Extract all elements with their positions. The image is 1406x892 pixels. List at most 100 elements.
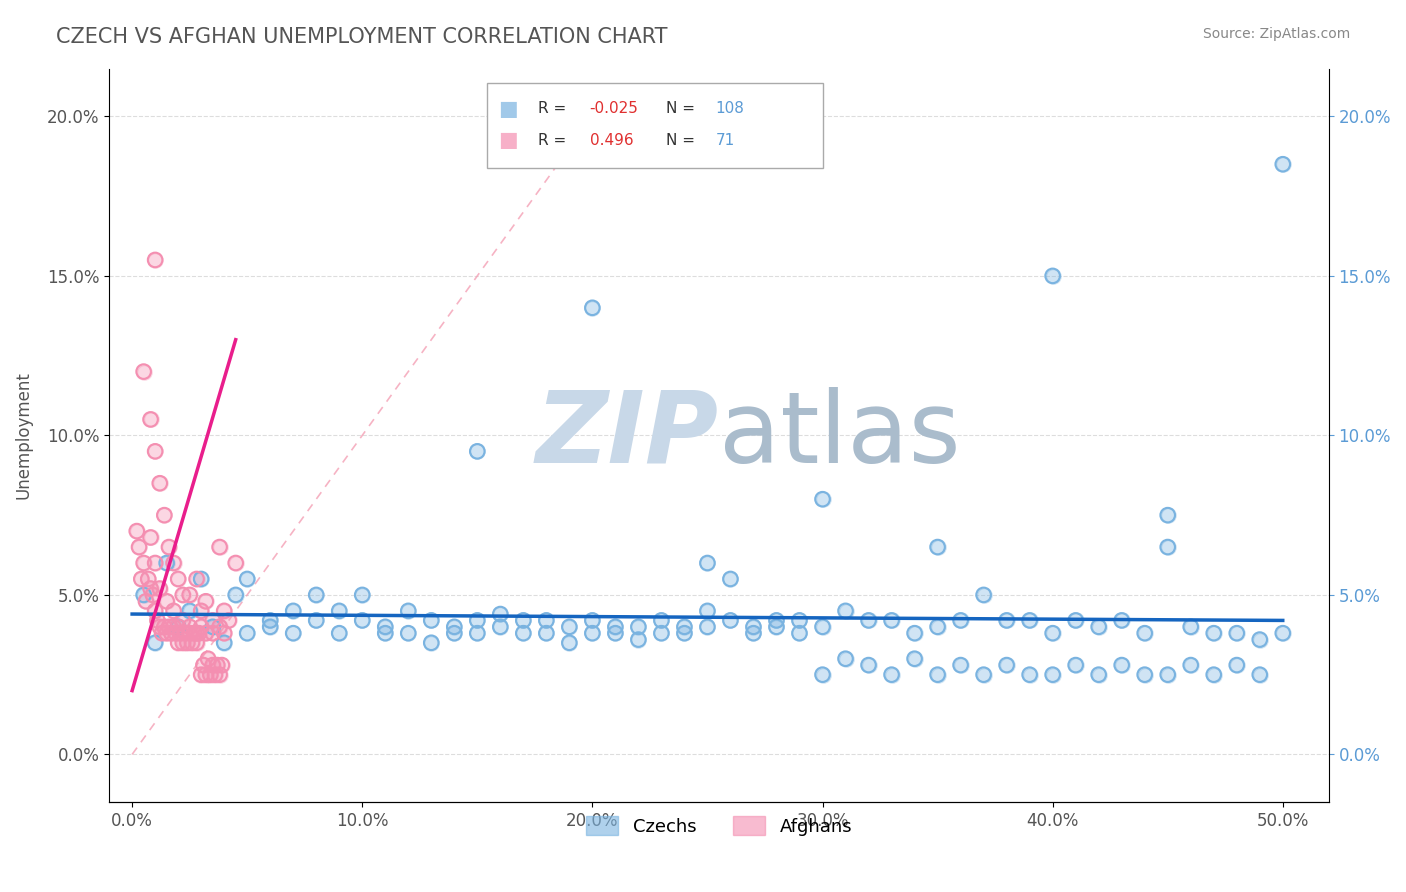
Point [396, 604, 419, 618]
Point [132, 588, 155, 602]
Point [236, 626, 259, 640]
Point [225, 556, 247, 570]
Point [789, 614, 811, 628]
Point [880, 614, 903, 628]
Text: ■: ■ [498, 99, 517, 119]
Point [236, 626, 259, 640]
Point [512, 626, 534, 640]
Point [696, 556, 718, 570]
Point [396, 626, 419, 640]
Point [558, 620, 581, 634]
Point [162, 556, 184, 570]
Point [765, 614, 787, 628]
Point [186, 626, 208, 640]
Point [1271, 626, 1294, 640]
Point [167, 620, 190, 634]
Point [125, 524, 148, 538]
Point [927, 620, 949, 634]
Point [627, 632, 650, 647]
Point [167, 620, 190, 634]
Point [352, 614, 374, 628]
Point [352, 588, 374, 602]
Point [696, 556, 718, 570]
Point [172, 636, 194, 650]
Point [305, 614, 328, 628]
Point [1271, 157, 1294, 171]
Point [143, 444, 166, 458]
Point [1042, 268, 1064, 283]
Point [789, 626, 811, 640]
Point [1157, 540, 1180, 554]
Point [194, 594, 217, 608]
Point [1042, 667, 1064, 681]
Point [880, 614, 903, 628]
Point [142, 588, 165, 602]
Point [605, 626, 627, 640]
Point [1111, 614, 1133, 628]
Point [1133, 626, 1156, 640]
Text: atlas: atlas [718, 387, 960, 483]
Point [742, 620, 765, 634]
Point [696, 604, 718, 618]
Point [201, 626, 224, 640]
Point [190, 604, 212, 618]
Text: 0.496: 0.496 [589, 133, 633, 148]
Point [650, 626, 672, 640]
Point [880, 667, 903, 681]
Point [190, 667, 212, 681]
Point [811, 667, 834, 681]
Point [420, 614, 443, 628]
Y-axis label: Unemployment: Unemployment [15, 371, 32, 500]
Point [146, 614, 169, 628]
Point [143, 604, 166, 618]
Point [1226, 626, 1249, 640]
Point [156, 594, 179, 608]
Point [1111, 658, 1133, 673]
Point [1226, 658, 1249, 673]
Point [443, 620, 465, 634]
Point [420, 614, 443, 628]
Point [811, 620, 834, 634]
Point [128, 540, 150, 554]
Point [201, 614, 224, 628]
Point [143, 636, 166, 650]
Point [789, 614, 811, 628]
Point [834, 651, 856, 665]
Point [927, 620, 949, 634]
Point [143, 636, 166, 650]
Point [374, 626, 396, 640]
Point [179, 620, 201, 634]
Point [443, 620, 465, 634]
Point [858, 614, 880, 628]
Point [420, 636, 443, 650]
Point [132, 365, 155, 379]
Text: 71: 71 [716, 133, 734, 148]
FancyBboxPatch shape [488, 83, 823, 168]
Point [193, 658, 215, 673]
Point [1064, 614, 1087, 628]
Point [396, 626, 419, 640]
Point [811, 667, 834, 681]
Point [139, 412, 162, 426]
Point [162, 556, 184, 570]
Point [212, 604, 235, 618]
Point [190, 620, 212, 634]
Point [1202, 667, 1225, 681]
Point [489, 620, 512, 634]
Point [650, 626, 672, 640]
Point [176, 636, 198, 650]
Point [139, 531, 162, 545]
Point [1087, 667, 1109, 681]
Point [143, 444, 166, 458]
Point [201, 658, 224, 673]
Point [973, 667, 995, 681]
Point [139, 582, 162, 596]
Point [973, 588, 995, 602]
Point [1157, 508, 1180, 523]
Point [328, 626, 350, 640]
Point [536, 614, 558, 628]
Point [1157, 540, 1180, 554]
Point [512, 626, 534, 640]
Point [1042, 626, 1064, 640]
Point [212, 636, 235, 650]
